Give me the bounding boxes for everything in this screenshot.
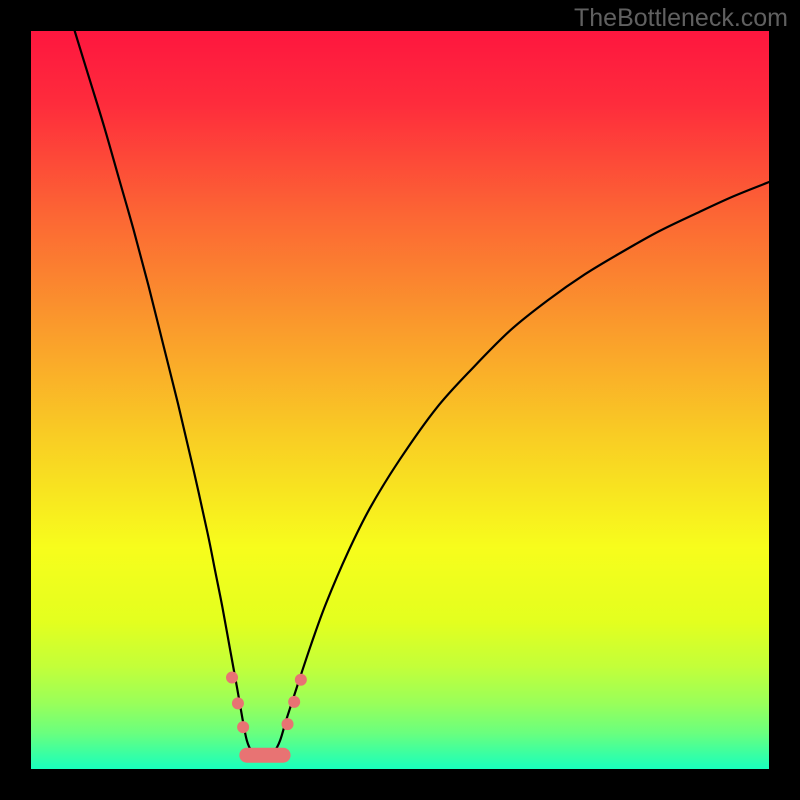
marker-dot-2: [237, 721, 249, 733]
bottleneck-curve-chart: [0, 0, 800, 800]
marker-dot-4: [288, 696, 300, 708]
watermark-text: TheBottleneck.com: [574, 4, 788, 33]
marker-dot-5: [295, 674, 307, 686]
marker-dot-1: [232, 697, 244, 709]
chart-plot-background: [30, 30, 770, 770]
marker-dot-3: [282, 718, 294, 730]
marker-bottom-capsule: [239, 748, 290, 763]
chart-container: TheBottleneck.com: [0, 0, 800, 800]
marker-dot-0: [226, 672, 238, 684]
